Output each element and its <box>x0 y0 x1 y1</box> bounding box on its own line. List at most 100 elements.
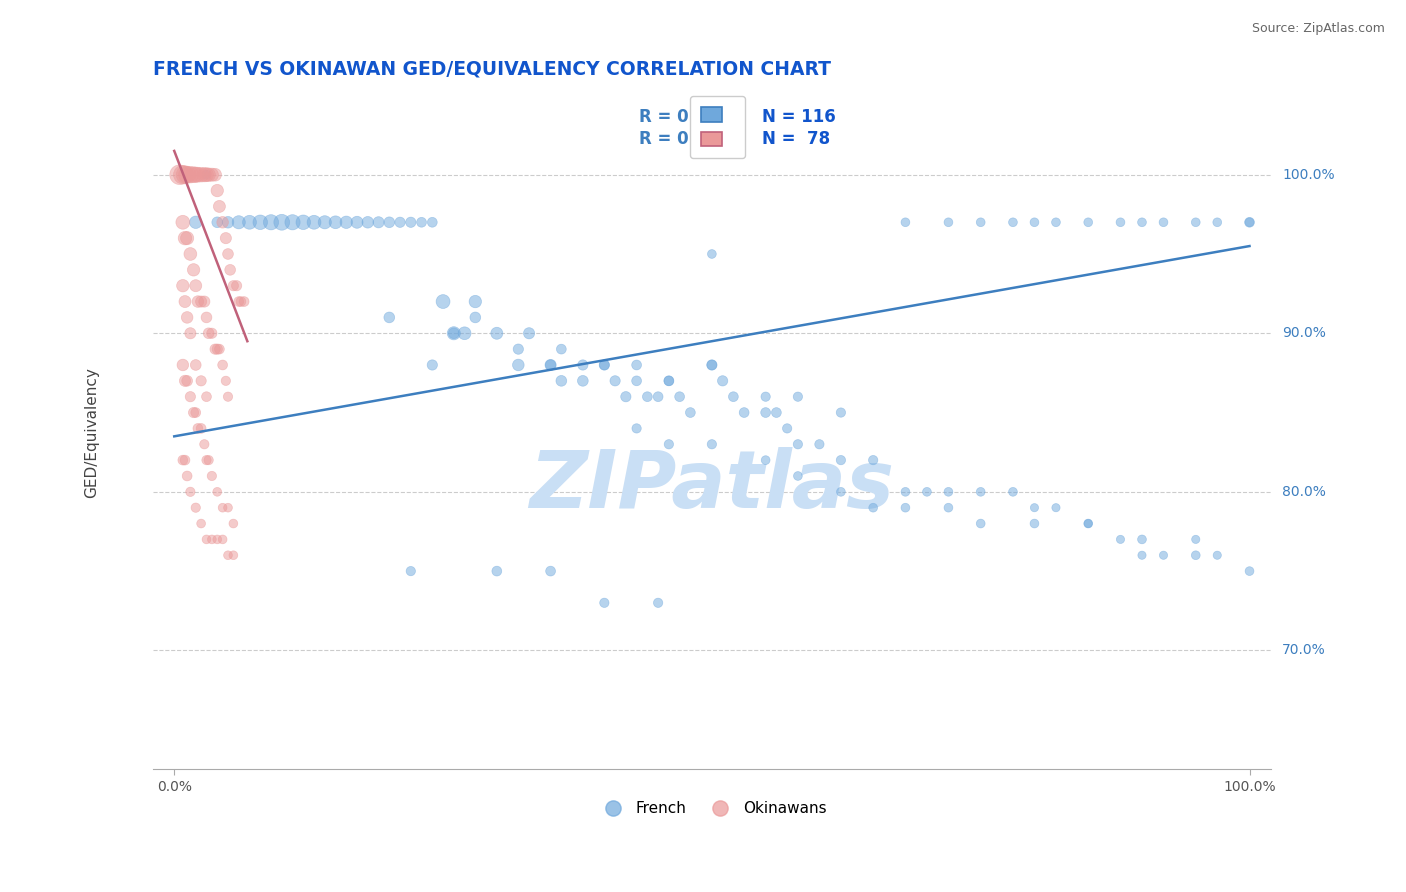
Point <box>862 500 884 515</box>
Point <box>786 469 808 483</box>
Point <box>938 215 960 229</box>
Point <box>1109 533 1132 547</box>
Point <box>217 548 239 562</box>
Point <box>550 374 572 388</box>
Point <box>270 215 292 229</box>
Point <box>208 342 231 356</box>
Point <box>723 390 745 404</box>
Point <box>603 374 626 388</box>
Point <box>485 564 508 578</box>
Point <box>176 231 198 245</box>
Point <box>207 215 229 229</box>
Point <box>325 215 347 229</box>
Point <box>1239 215 1261 229</box>
Point <box>215 374 238 388</box>
Point <box>411 215 433 229</box>
Point <box>464 310 486 325</box>
Point <box>938 500 960 515</box>
Point <box>219 263 242 277</box>
Text: GED/Equivalency: GED/Equivalency <box>84 367 98 498</box>
Point <box>658 437 681 451</box>
Point <box>197 453 219 467</box>
Point <box>190 516 212 531</box>
Point <box>593 358 616 372</box>
Point <box>207 342 229 356</box>
Point <box>443 326 465 341</box>
Point <box>238 215 260 229</box>
Point <box>572 374 595 388</box>
Point <box>420 215 443 229</box>
Text: 100.0%: 100.0% <box>1282 168 1334 182</box>
Point <box>970 484 993 499</box>
Point <box>215 231 238 245</box>
Text: N = 116: N = 116 <box>762 108 837 126</box>
Point <box>217 247 239 261</box>
Point <box>389 215 412 229</box>
Point <box>184 215 207 229</box>
Point <box>217 390 239 404</box>
Point <box>540 564 562 578</box>
Point <box>399 215 422 229</box>
Point <box>700 247 723 261</box>
Point <box>179 168 201 182</box>
Point <box>174 168 197 182</box>
Point <box>647 596 669 610</box>
Point <box>195 168 218 182</box>
Point <box>179 390 201 404</box>
Point <box>572 358 595 372</box>
Point <box>184 405 207 419</box>
Text: 80.0%: 80.0% <box>1282 485 1326 499</box>
Point <box>172 358 194 372</box>
Point <box>1184 215 1206 229</box>
Point <box>176 469 198 483</box>
Point <box>197 168 219 182</box>
Point <box>443 326 465 341</box>
Point <box>176 168 198 182</box>
Point <box>208 199 231 213</box>
Point <box>1077 215 1099 229</box>
Point <box>195 390 218 404</box>
Point <box>593 358 616 372</box>
Point <box>207 484 229 499</box>
Point <box>195 533 218 547</box>
Point <box>765 405 787 419</box>
Point <box>172 215 194 229</box>
Point <box>176 374 198 388</box>
Point <box>172 278 194 293</box>
Point <box>195 453 218 467</box>
Point <box>938 484 960 499</box>
Point <box>195 310 218 325</box>
Point <box>193 168 215 182</box>
Point <box>190 294 212 309</box>
Point <box>830 453 852 467</box>
Point <box>193 437 215 451</box>
Point <box>626 358 648 372</box>
Text: FRENCH VS OKINAWAN GED/EQUIVALENCY CORRELATION CHART: FRENCH VS OKINAWAN GED/EQUIVALENCY CORRE… <box>153 60 831 78</box>
Point <box>1153 215 1175 229</box>
Point <box>464 294 486 309</box>
Point <box>183 168 205 182</box>
Point <box>176 310 198 325</box>
Point <box>711 374 734 388</box>
Point <box>184 500 207 515</box>
Point <box>229 294 252 309</box>
Point <box>179 326 201 341</box>
Point <box>614 390 637 404</box>
Point <box>658 374 681 388</box>
Point <box>378 215 401 229</box>
Point <box>228 294 250 309</box>
Text: R = 0.242: R = 0.242 <box>640 130 730 148</box>
Point <box>302 215 325 229</box>
Point <box>1077 516 1099 531</box>
Point <box>830 484 852 499</box>
Point <box>174 231 197 245</box>
Point <box>755 390 778 404</box>
Point <box>593 596 616 610</box>
Point <box>174 374 197 388</box>
Legend: French, Okinawans: French, Okinawans <box>591 795 832 822</box>
Point <box>970 215 993 229</box>
Point <box>211 533 233 547</box>
Point <box>1077 516 1099 531</box>
Point <box>970 516 993 531</box>
Point <box>1130 533 1153 547</box>
